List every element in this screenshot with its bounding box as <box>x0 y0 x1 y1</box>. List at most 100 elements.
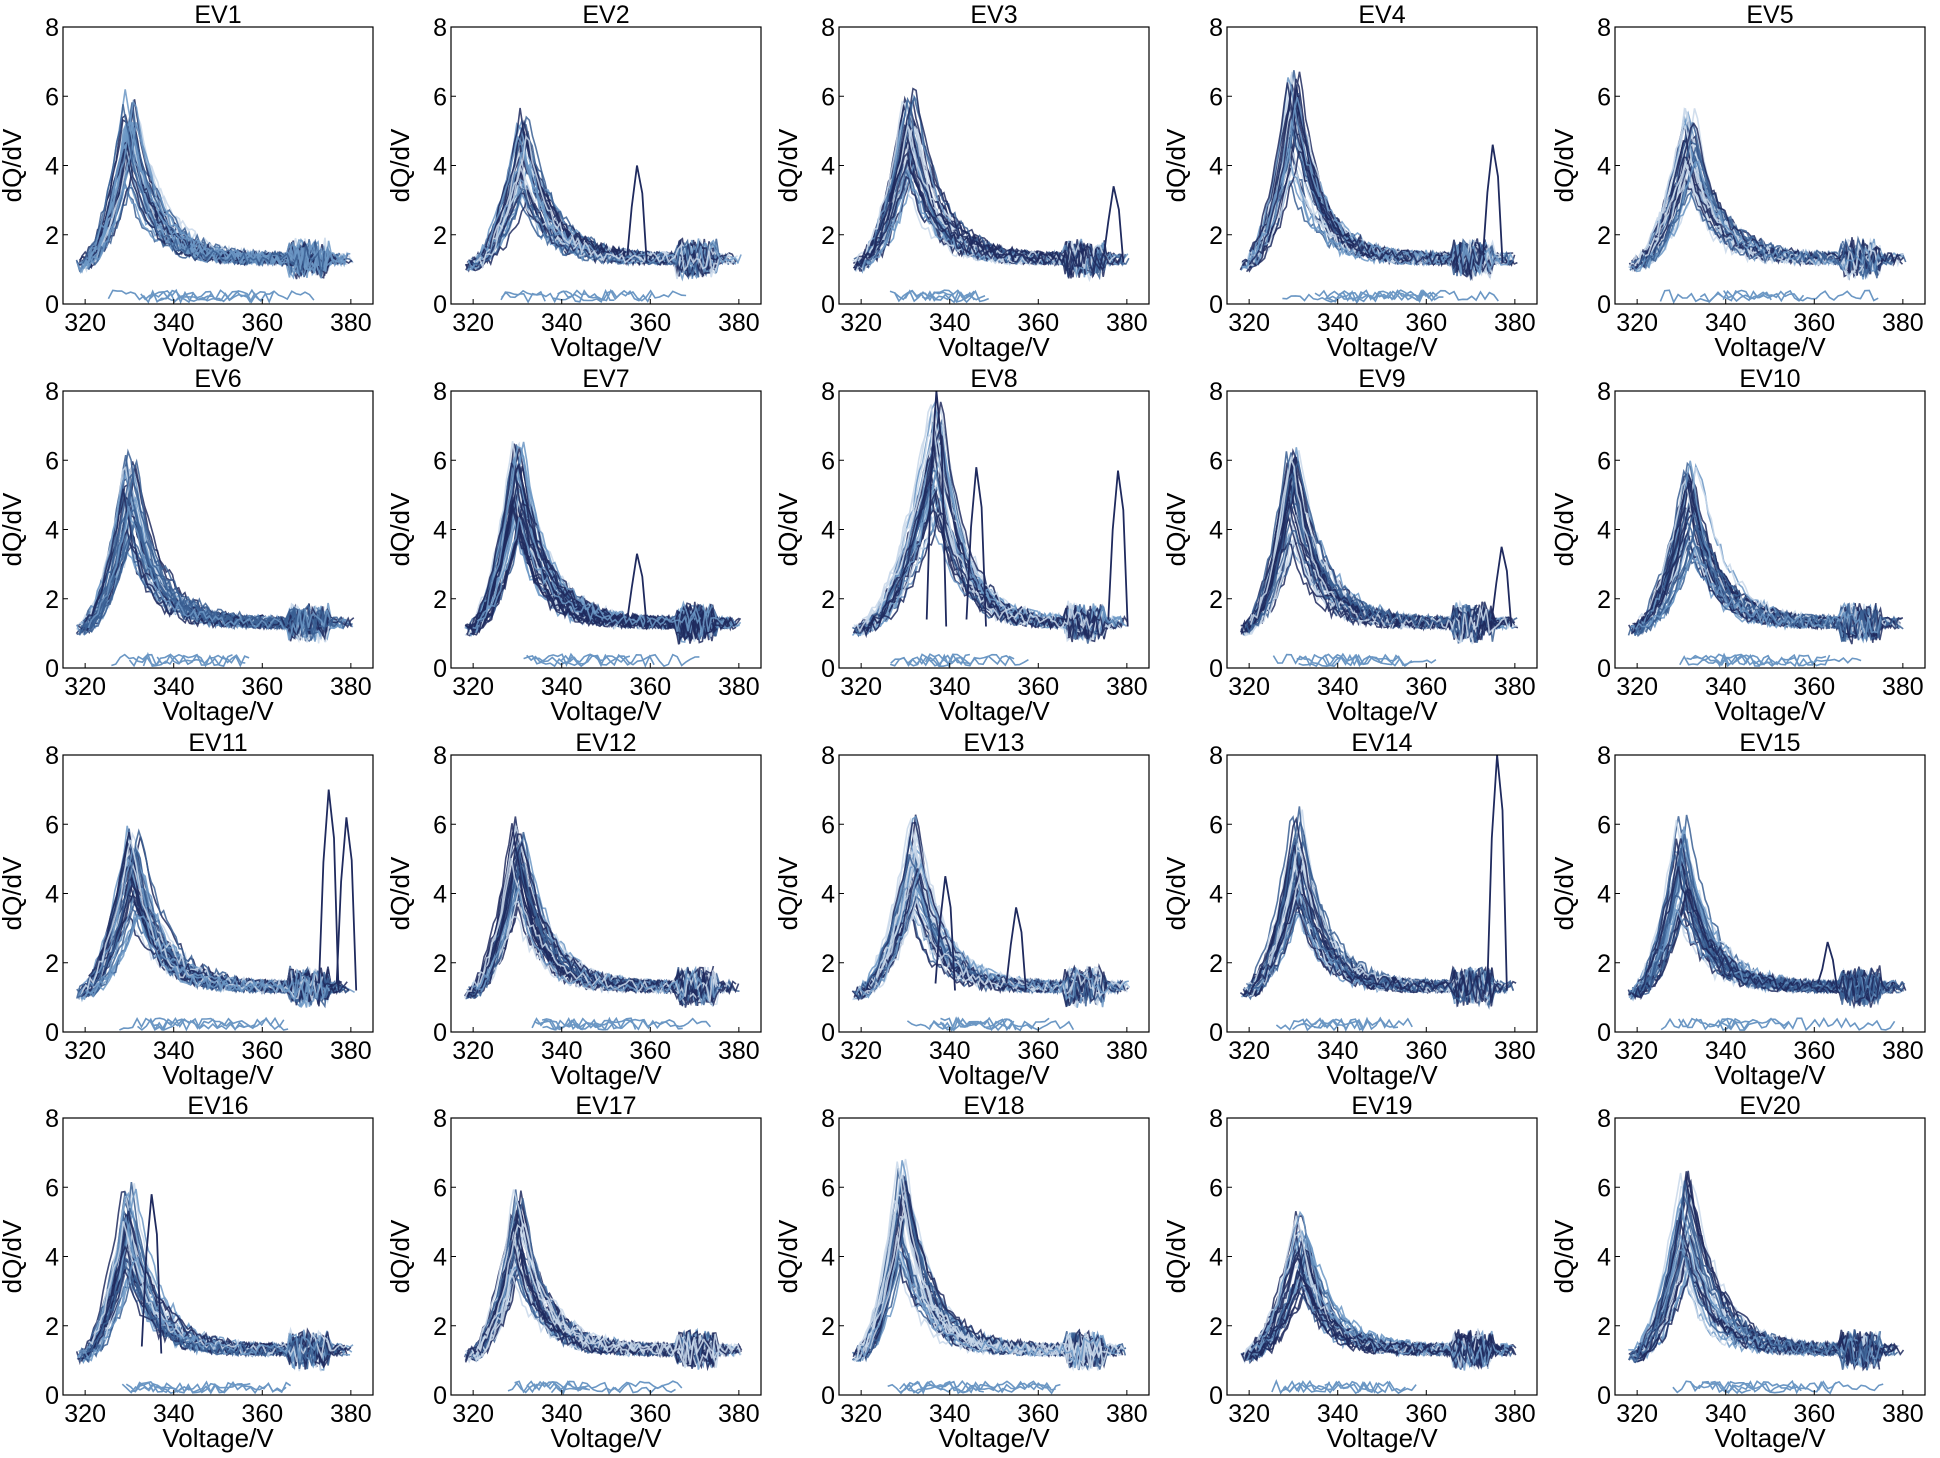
x-tick-label: 360 <box>1793 673 1835 701</box>
series-line <box>1659 289 1723 304</box>
series-group <box>464 107 742 304</box>
panel-ev4: 0 2 4 6 8 320 340 360 380 EV4 Voltage/V dQ/dV <box>1161 1 1538 362</box>
y-axis-label: dQ/dV <box>0 492 27 566</box>
x-tick-label: 340 <box>1705 309 1747 337</box>
y-tick-label: 4 <box>1209 153 1223 181</box>
x-tick-label: 320 <box>840 309 882 337</box>
series-line <box>1240 1257 1478 1367</box>
y-tick-label: 8 <box>45 14 59 42</box>
x-tick-label: 380 <box>1882 309 1924 337</box>
y-tick-label: 2 <box>1597 1313 1611 1341</box>
x-tick-label: 340 <box>153 673 195 701</box>
spike-line <box>626 553 648 627</box>
y-tick-label: 4 <box>1209 881 1223 909</box>
x-tick-label: 360 <box>1405 673 1447 701</box>
x-tick-label: 320 <box>64 309 106 337</box>
y-tick-label: 4 <box>821 517 835 545</box>
x-axis-label: Voltage/V <box>1326 1060 1438 1090</box>
spike-line <box>335 817 358 991</box>
y-tick-label: 6 <box>1209 1174 1223 1202</box>
x-tick-label: 320 <box>452 673 494 701</box>
y-tick-label: 6 <box>821 1174 835 1202</box>
x-tick-label: 340 <box>929 309 971 337</box>
x-tick-label: 320 <box>1616 1400 1658 1428</box>
y-tick-label: 8 <box>433 378 447 406</box>
y-tick-label: 0 <box>1209 291 1223 319</box>
y-tick-label: 8 <box>433 14 447 42</box>
series-line <box>88 832 322 1005</box>
y-tick-label: 6 <box>821 83 835 111</box>
y-tick-label: 6 <box>45 811 59 839</box>
x-tick-label: 320 <box>64 1037 106 1065</box>
series-line <box>1692 653 1862 668</box>
y-tick-label: 2 <box>433 586 447 614</box>
series-line <box>1637 191 1875 272</box>
series-line <box>1283 1379 1417 1395</box>
panel-ev12: 0 2 4 6 8 320 340 360 380 EV12 Voltage/V dQ/dV <box>385 729 762 1090</box>
panel-title: EV5 <box>1746 1 1793 29</box>
series-line <box>85 488 332 641</box>
y-tick-label: 2 <box>1597 222 1611 250</box>
series-line <box>855 860 1129 1001</box>
series-line <box>906 1017 1050 1031</box>
series-line <box>1633 157 1874 281</box>
spike-line <box>1486 755 1508 991</box>
x-tick-label: 320 <box>452 1400 494 1428</box>
x-axis-label: Voltage/V <box>550 1060 662 1090</box>
series-group <box>851 1158 1127 1395</box>
series-line <box>523 653 631 668</box>
x-tick-label: 340 <box>1317 1037 1359 1065</box>
y-axis-label: dQ/dV <box>1549 492 1579 566</box>
y-tick-label: 4 <box>45 517 59 545</box>
x-tick-label: 360 <box>629 309 671 337</box>
panel-ev6: 0 2 4 6 8 320 340 360 380 EV6 Voltage/V dQ/dV <box>0 365 374 726</box>
series-line <box>87 505 331 640</box>
series-group <box>1627 814 1907 1032</box>
series-line <box>81 913 324 1001</box>
spike-line <box>925 391 948 627</box>
x-axis-label: Voltage/V <box>550 696 662 726</box>
spike-line <box>934 876 956 991</box>
series-line <box>1242 898 1505 1007</box>
y-axis-label: dQ/dV <box>385 128 415 202</box>
y-tick-label: 2 <box>45 1313 59 1341</box>
panel-title: EV15 <box>1739 729 1800 757</box>
series-group <box>76 789 358 1032</box>
series-line <box>471 823 727 1007</box>
x-tick-label: 380 <box>330 309 372 337</box>
y-axis-label: dQ/dV <box>0 128 27 202</box>
series-line <box>853 404 1094 633</box>
series-line <box>1635 546 1882 639</box>
panel-title: EV1 <box>194 1 241 29</box>
x-axis-label: Voltage/V <box>1326 696 1438 726</box>
spike-line <box>965 467 987 627</box>
series-line <box>542 1017 637 1031</box>
y-tick-label: 6 <box>1597 447 1611 475</box>
x-axis-label: Voltage/V <box>938 1060 1050 1090</box>
panel-title: EV20 <box>1739 1092 1800 1120</box>
x-tick-label: 380 <box>1882 1037 1924 1065</box>
panel-title: EV14 <box>1351 729 1412 757</box>
panel-ev17: 0 2 4 6 8 320 340 360 380 EV17 Voltage/V dQ/dV <box>385 1092 762 1453</box>
series-line <box>1244 1274 1497 1364</box>
x-tick-label: 380 <box>1494 673 1536 701</box>
series-line <box>861 137 1089 271</box>
spike-line <box>1816 941 1839 991</box>
y-axis-label: dQ/dV <box>1161 128 1191 202</box>
panel-ev20: 0 2 4 6 8 320 340 360 380 EV20 Voltage/V dQ/dV <box>1549 1092 1926 1453</box>
x-tick-label: 340 <box>1317 673 1359 701</box>
series-line <box>500 289 653 304</box>
series-line <box>476 479 742 637</box>
x-axis-label: Voltage/V <box>1714 696 1826 726</box>
series-line <box>1313 1016 1399 1032</box>
series-group <box>1239 755 1517 1032</box>
spike-line <box>1102 186 1125 263</box>
y-tick-label: 8 <box>45 1105 59 1133</box>
panel-title: EV12 <box>575 729 636 757</box>
y-tick-label: 4 <box>1209 517 1223 545</box>
series-line <box>1633 1255 1886 1366</box>
y-tick-label: 8 <box>821 378 835 406</box>
x-axis-label: Voltage/V <box>1714 1423 1826 1453</box>
x-tick-label: 340 <box>541 1400 583 1428</box>
series-group <box>75 448 355 668</box>
